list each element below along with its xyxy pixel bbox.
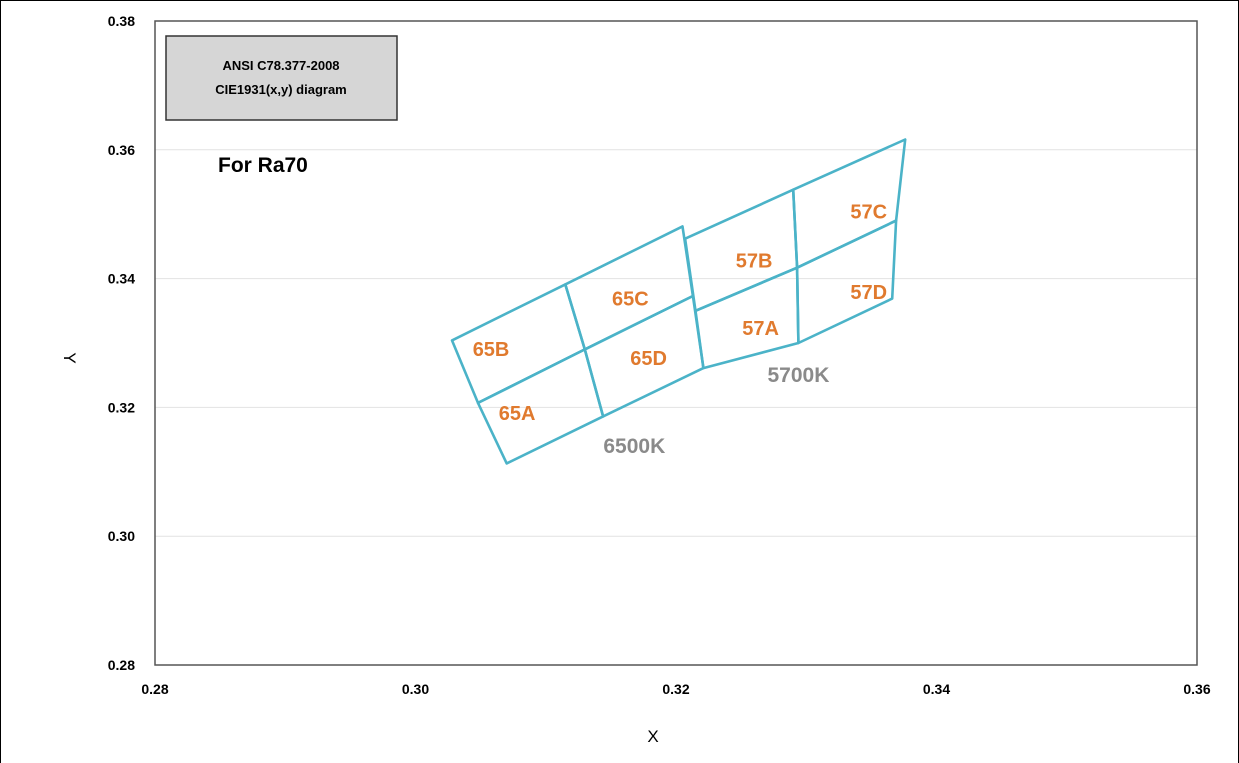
gridlines [155,149,1197,537]
title-line-2: CIE1931(x,y) diagram [215,82,347,97]
cct-label-5700k: 5700K [767,364,829,387]
bin-65a-outline [476,348,605,465]
tick-labels: 0.28 0.30 0.32 0.34 0.36 0.38 0.28 0.30 0.32 0.34… [108,13,1211,697]
y-tick-label: 0.32 [108,399,135,415]
title-line-1: ANSI C78.377-2008 [222,58,339,73]
bin-57a-label: 57A [742,318,779,340]
bin-65c-label: 65C [612,289,649,311]
chart-subtitle: For Ra70 [218,154,308,177]
bin-65d-label: 65D [630,348,667,370]
bin-65a-label: 65A [499,403,536,425]
bin-65b-label: 65B [473,339,510,361]
bin-quadrangles [450,138,907,465]
y-axis-title: Y [60,352,79,363]
y-tick-label: 0.36 [108,142,135,158]
bin-labels: 65A 65B 65C 65D 57A 57B 57C 57D [473,202,887,426]
y-tick-label: 0.28 [108,657,135,673]
y-tick-label: 0.30 [108,528,135,544]
bin-57b-label: 57B [736,251,773,273]
x-tick-label: 0.34 [923,681,950,697]
plot-area [154,20,1198,666]
x-tick-label: 0.28 [141,681,168,697]
x-tick-label: 0.36 [1183,681,1210,697]
bin-57c-label: 57C [850,202,887,224]
x-axis-title: X [647,727,658,746]
bin-57c-outline [791,138,907,270]
cct-labels: 6500K 5700K [603,364,829,458]
bin-57d-label: 57D [850,282,887,304]
x-tick-label: 0.32 [662,681,689,697]
bin-57d-outline [795,219,898,345]
cct-label-6500k: 6500K [603,435,665,458]
y-tick-label: 0.38 [108,13,135,29]
x-tick-label: 0.30 [402,681,429,697]
title-box [165,35,398,121]
y-tick-label: 0.34 [108,271,135,287]
